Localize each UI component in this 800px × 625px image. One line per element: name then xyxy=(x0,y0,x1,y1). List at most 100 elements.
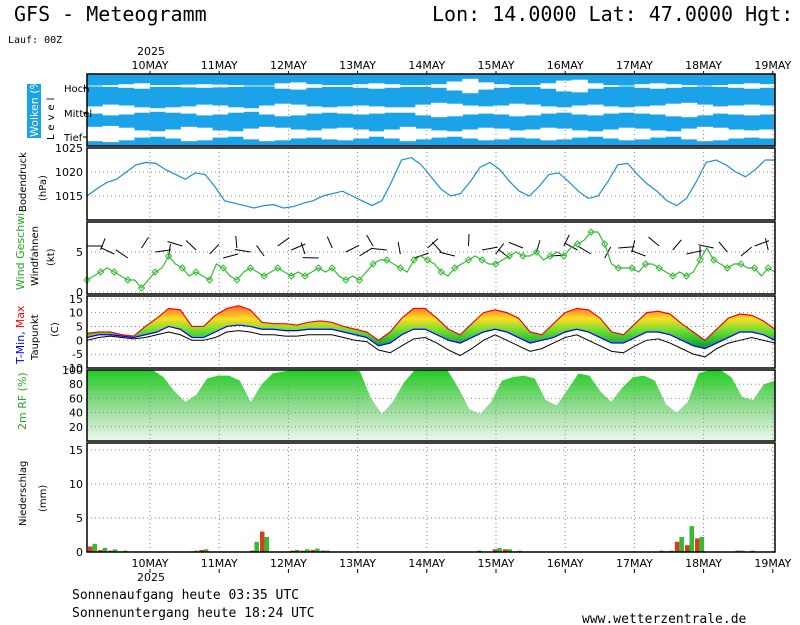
cloud-cell xyxy=(477,106,495,114)
cloud-cell xyxy=(180,106,197,114)
cloud-cell xyxy=(259,85,276,87)
wind-barb xyxy=(141,236,149,249)
wind-barb xyxy=(326,236,333,249)
cloud-cell xyxy=(696,126,713,142)
wind-point xyxy=(628,264,636,272)
cloud-cell xyxy=(540,127,557,141)
cloud-cell xyxy=(728,105,745,115)
cloud-cell xyxy=(556,80,573,92)
cloud-cell xyxy=(587,83,604,89)
cloud-cell xyxy=(649,83,667,89)
cloud-cell xyxy=(556,128,573,140)
run-label: Lauf: 00Z xyxy=(8,35,62,46)
wind-point xyxy=(274,264,282,272)
pressure-axis-labels: Bodendruck (hPa) xyxy=(18,152,49,212)
cloud-cell xyxy=(337,85,354,87)
date-axis-bottom: 10MAY 11MAY 12MAY 13MAY 14MAY 15MAY 16MAY 17MAY… xyxy=(132,557,792,573)
precip-bar xyxy=(315,548,320,552)
wind-barb xyxy=(155,249,171,253)
wind-point xyxy=(505,252,514,260)
cloud-cell xyxy=(212,105,229,115)
temp-tick-label: -10 xyxy=(65,362,83,375)
date-tick-label: 11MAY xyxy=(201,59,238,72)
precip-bar xyxy=(695,538,700,552)
source-link[interactable]: www.wetterzentrale.de xyxy=(582,612,747,625)
cloud-cell xyxy=(603,129,620,139)
wind-barb xyxy=(168,243,171,257)
wind-barb xyxy=(672,239,682,251)
cloud-cell xyxy=(243,108,260,112)
cloud-cell xyxy=(384,84,401,88)
date-tick-label: 19MAY xyxy=(754,557,791,570)
cloud-cell xyxy=(493,105,510,115)
cloud-cell xyxy=(290,82,307,90)
date-tick-label: 13MAY xyxy=(339,59,376,72)
cloud-cell xyxy=(196,104,213,116)
date-tick-label: 15MAY xyxy=(478,557,515,570)
wind-point xyxy=(750,264,759,272)
date-tick-label: 11MAY xyxy=(201,557,238,570)
cloud-cell xyxy=(649,130,667,138)
precip-bar xyxy=(88,546,93,552)
cloud-axis-labels: Wolken (%) Level xyxy=(27,75,57,140)
date-tick-label: 16MAY xyxy=(547,557,584,570)
cloud-cell xyxy=(446,131,463,137)
wind-barb xyxy=(648,236,660,247)
cloud-cell xyxy=(87,126,104,142)
wind-point xyxy=(573,240,582,248)
cloud-cell xyxy=(665,131,682,137)
date-tick-label: 17MAY xyxy=(616,557,653,570)
temp-ylabel-tmax: Max xyxy=(14,305,27,328)
wind-point xyxy=(437,268,445,276)
cloud-cell xyxy=(618,107,635,113)
wind-barb xyxy=(431,241,442,253)
precip-bar xyxy=(260,531,265,552)
wind-speed-line xyxy=(86,231,776,289)
temp-frame xyxy=(86,295,776,369)
precip-bar xyxy=(507,549,512,552)
wind-barb xyxy=(563,234,570,247)
cloud-cell xyxy=(227,85,244,87)
humidity-area xyxy=(87,370,775,441)
wind-point xyxy=(464,256,473,264)
cloud-cell xyxy=(133,83,151,89)
cloud-cell xyxy=(305,130,323,138)
wind-point xyxy=(546,252,554,260)
cloud-cell xyxy=(243,85,260,87)
coordinates-label: Lon: 14.0000 Lat: 47.0000 Hgt: 1 xyxy=(432,2,800,26)
wind-barb xyxy=(256,245,265,257)
wind-point xyxy=(137,284,146,292)
cloud-cell xyxy=(477,82,495,90)
cloud-cell xyxy=(118,127,135,141)
rh-tick-label: 60 xyxy=(69,392,83,405)
rh-ylabel: 2m RF (%) xyxy=(16,372,29,430)
wind-ylabel2: Windfahnen xyxy=(30,226,41,286)
cloud-cell xyxy=(681,102,698,118)
cloud-cell xyxy=(337,106,354,114)
cloud-cell xyxy=(712,85,729,87)
wind-panel: 05 xyxy=(76,221,776,299)
cloud-cell xyxy=(649,105,667,115)
cloud-cell xyxy=(259,126,276,142)
cloud-cell xyxy=(524,85,541,87)
precip-bar xyxy=(305,549,310,552)
cloud-cell xyxy=(571,130,588,138)
wind-point xyxy=(369,260,377,268)
cloud-cell xyxy=(556,107,573,113)
cloud-cell xyxy=(165,129,182,139)
humidity-axis-labels: 2m RF (%) xyxy=(16,372,29,430)
wind-barb xyxy=(686,250,702,255)
cloud-cell xyxy=(681,128,698,140)
date-tick-label: 18MAY xyxy=(685,59,722,72)
precip-frame xyxy=(86,442,776,553)
cloud-cell xyxy=(415,104,432,116)
wind-barb xyxy=(115,249,129,259)
precip-tick-label: 10 xyxy=(69,478,83,491)
cloud-cell xyxy=(446,103,463,117)
cloud-ylabel2: Level xyxy=(46,94,57,140)
temp-min-line xyxy=(86,324,776,350)
temp-ylabel-dew: Taupunkt xyxy=(30,314,41,361)
wind-barb xyxy=(631,250,646,257)
wind-point xyxy=(641,260,650,268)
cloud-cell xyxy=(227,107,244,113)
